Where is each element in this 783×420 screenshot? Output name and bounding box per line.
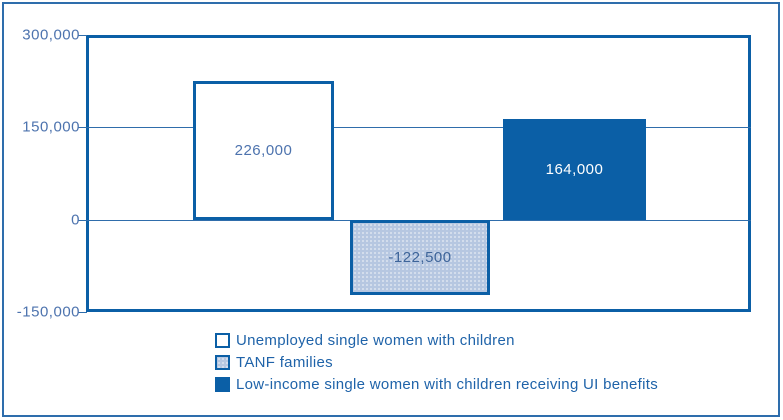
legend-swatch-icon bbox=[215, 354, 230, 370]
legend-label: Unemployed single women with children bbox=[236, 331, 515, 349]
bar-value-label: 226,000 bbox=[234, 141, 293, 159]
legend-label: Low-income single women with children re… bbox=[236, 375, 659, 393]
y-tick-mark bbox=[78, 312, 87, 313]
bar-2: -122,500 bbox=[350, 219, 490, 296]
y-tick-label: 300,000 bbox=[22, 26, 80, 44]
y-tick-label: 0 bbox=[71, 211, 80, 229]
legend: Unemployed single women with children TAN… bbox=[215, 329, 658, 395]
y-tick-mark bbox=[78, 127, 87, 129]
legend-swatch-icon bbox=[215, 376, 230, 392]
legend-item-1: Unemployed single women with children bbox=[215, 329, 658, 351]
y-tick-mark bbox=[78, 219, 87, 221]
bar-3: 164,000 bbox=[503, 118, 646, 220]
bar-1: 226,000 bbox=[193, 80, 334, 220]
bar-value-label: 164,000 bbox=[545, 160, 604, 178]
legend-item-2: TANF families bbox=[215, 351, 658, 373]
bar-value-label: -122,500 bbox=[388, 248, 452, 266]
gridline-150,000 bbox=[86, 127, 751, 129]
y-tick-label: 150,000 bbox=[22, 118, 80, 136]
y-tick-label: -150,000 bbox=[16, 303, 80, 321]
legend-label: TANF families bbox=[236, 353, 333, 371]
legend-swatch-icon bbox=[215, 332, 230, 348]
legend-item-3: Low-income single women with children re… bbox=[215, 373, 658, 395]
y-tick-mark bbox=[78, 35, 87, 36]
